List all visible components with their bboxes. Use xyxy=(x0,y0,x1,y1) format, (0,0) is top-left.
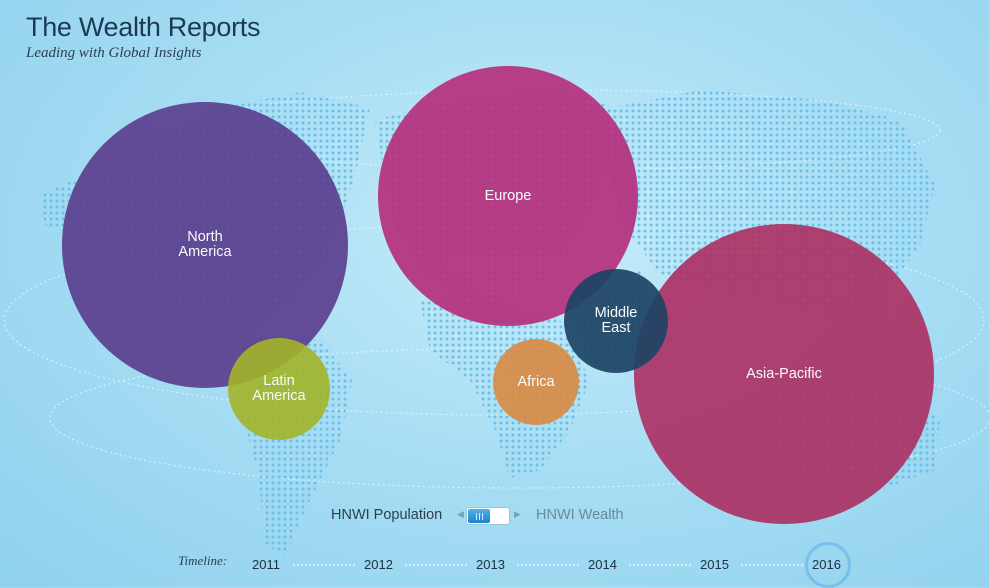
population-wealth-switch[interactable] xyxy=(466,507,510,525)
timeline-track xyxy=(741,564,803,566)
toggle-label-population[interactable]: HNWI Population xyxy=(331,507,443,523)
timeline-track xyxy=(517,564,579,566)
bubble-label: Africa xyxy=(517,373,555,390)
chevron-left-icon[interactable]: ◀ xyxy=(457,509,464,519)
bubble-asia-pacific[interactable]: Asia-Pacific xyxy=(634,224,934,524)
timeline-track xyxy=(405,564,467,566)
bubble-north-america[interactable]: North America xyxy=(62,102,348,388)
timeline-track xyxy=(293,564,355,566)
metric-toggle: HNWI Population ◀ ▶ HNWI Wealth xyxy=(0,505,989,527)
bubble-label: Latin America xyxy=(252,373,306,404)
bubble-label: North America xyxy=(178,229,232,260)
page-title: The Wealth Reports xyxy=(26,12,261,42)
timeline-year-2016[interactable]: 2016 xyxy=(812,557,841,572)
timeline-track xyxy=(629,564,691,566)
bubble-middle-east[interactable]: Middle East xyxy=(564,269,668,373)
timeline: Timeline: 2011 2012 2013 2014 2015 2016 xyxy=(0,548,989,580)
chevron-right-icon[interactable]: ▶ xyxy=(514,509,521,519)
switch-knob[interactable] xyxy=(468,509,490,523)
timeline-year-2012[interactable]: 2012 xyxy=(364,557,393,572)
bubble-label: Asia-Pacific xyxy=(746,365,822,382)
bubble-label: Europe xyxy=(484,187,532,204)
timeline-year-2014[interactable]: 2014 xyxy=(588,557,617,572)
toggle-label-wealth[interactable]: HNWI Wealth xyxy=(536,507,624,523)
bubble-latin-america[interactable]: Latin America xyxy=(228,338,330,440)
timeline-year-2013[interactable]: 2013 xyxy=(476,557,505,572)
bubble-label: Middle East xyxy=(594,305,638,336)
timeline-label: Timeline: xyxy=(178,553,228,568)
timeline-year-2011[interactable]: 2011 xyxy=(252,557,280,572)
app-header: The Wealth Reports Leading with Global I… xyxy=(26,12,261,62)
timeline-year-2015[interactable]: 2015 xyxy=(700,557,729,572)
page-subtitle: Leading with Global Insights xyxy=(26,45,202,61)
bubble-africa[interactable]: Africa xyxy=(493,339,579,425)
